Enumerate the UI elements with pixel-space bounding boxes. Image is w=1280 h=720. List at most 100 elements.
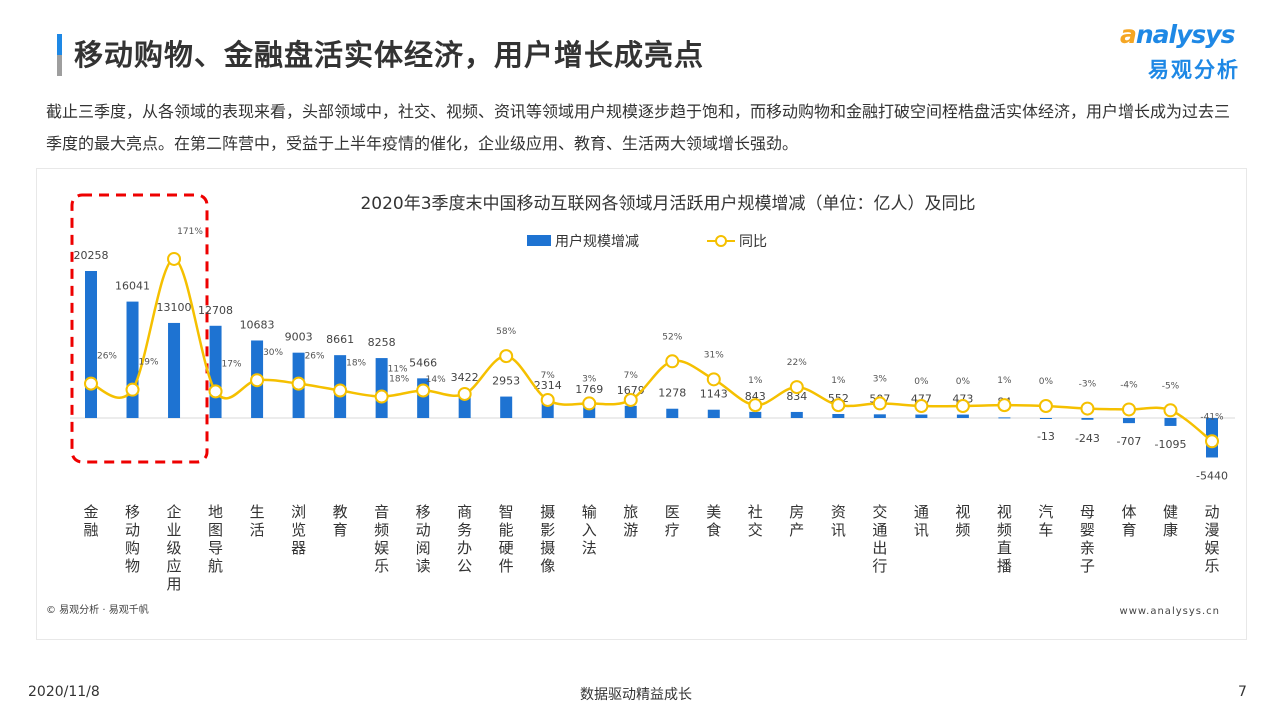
- chart-title: 2020年3季度末中国移动互联网各领域月活跃用户规模增减（单位：亿人）及同比: [360, 194, 975, 214]
- category-label-8-1: 动: [416, 521, 431, 539]
- category-label-19-3: 行: [872, 557, 887, 575]
- category-label-3-0: 地: [208, 503, 223, 521]
- category-label-21-0: 视: [955, 503, 970, 521]
- category-label-1-0: 移: [125, 503, 140, 521]
- yoy-label-3: 17%: [222, 359, 242, 369]
- category-label-2-0: 企: [167, 503, 182, 521]
- footer-date: 2020/11/8: [28, 684, 100, 700]
- yoy-point-15: [706, 372, 721, 387]
- category-label-18-0: 资: [831, 503, 846, 521]
- yoy-label-13: 7%: [624, 371, 639, 381]
- bar-25: [1122, 418, 1135, 424]
- bar-label-11: 2314: [534, 379, 562, 392]
- yoy-point-14: [665, 354, 680, 369]
- category-label-14-1: 疗: [665, 521, 680, 539]
- category-label-3-2: 导: [208, 539, 223, 557]
- bar-label-23: -13: [1037, 430, 1055, 443]
- category-label-9-1: 务: [457, 521, 472, 539]
- legend-line-label: 同比: [739, 234, 767, 250]
- category-label-9-3: 公: [457, 557, 472, 575]
- category-label-19-0: 交: [872, 503, 887, 521]
- bar-17: [790, 411, 803, 418]
- category-label-27-3: 乐: [1204, 557, 1219, 575]
- category-label-7-2: 娱: [374, 539, 389, 557]
- yoy-label-23: 0%: [1039, 377, 1054, 387]
- category-label-16-0: 社: [748, 503, 763, 521]
- yoy-point-7: [374, 389, 389, 404]
- analysys-logo: analysys 易观分析: [1120, 20, 1250, 82]
- yoy-label-27: -41%: [1200, 412, 1224, 422]
- yoy-label-19: 3%: [873, 374, 888, 384]
- yoy-label-24: -3%: [1079, 380, 1097, 390]
- bar-label-27: -5440: [1196, 469, 1228, 482]
- category-label-1-1: 动: [125, 521, 140, 539]
- bar-label-6: 8661: [326, 333, 354, 346]
- logo-text-cn: 易观分析: [1148, 58, 1240, 82]
- yoy-label-14: 52%: [662, 332, 682, 342]
- category-label-22-1: 频: [997, 521, 1012, 539]
- legend-bar-label: 用户规模增减: [555, 233, 639, 250]
- bar-label-8: 5466: [409, 356, 437, 369]
- category-label-24-2: 亲: [1080, 539, 1095, 557]
- category-label-4-1: 活: [250, 521, 265, 539]
- page-title: 移动购物、金融盘活实体经济，用户增长成亮点: [74, 38, 705, 72]
- yoy-point-5: [291, 376, 306, 391]
- bar-19: [873, 414, 886, 418]
- yoy-point-16: [748, 398, 763, 413]
- category-label-5-2: 器: [291, 539, 306, 557]
- bar-2: [168, 322, 181, 418]
- yoy-point-9: [457, 386, 472, 401]
- category-label-24-3: 子: [1080, 557, 1095, 575]
- logo-text-en: analysys: [1120, 20, 1235, 49]
- bar-3: [209, 325, 222, 418]
- page-number: 7: [1238, 684, 1247, 700]
- category-label-3-1: 图: [208, 521, 223, 539]
- bar-label-14: 1278: [658, 387, 686, 400]
- yoy-point-11: [540, 392, 555, 407]
- yoy-label-20: 0%: [914, 377, 929, 387]
- category-label-10-0: 智: [499, 503, 514, 521]
- category-label-21-1: 频: [955, 521, 970, 539]
- yoy-point-0: [84, 376, 98, 391]
- bar-20: [915, 414, 928, 418]
- category-label-9-2: 办: [457, 539, 472, 557]
- yoy-point-6: [333, 383, 348, 398]
- category-label-10-3: 件: [499, 557, 514, 575]
- category-label-10-1: 能: [499, 521, 514, 539]
- bar-label-10: 2953: [492, 375, 520, 388]
- footer-slogan: 数据驱动精益成长: [580, 687, 692, 703]
- bar-label-25: -707: [1116, 435, 1141, 448]
- bar-label-7: 8258: [368, 336, 396, 349]
- yoy-label-4: 30%: [263, 348, 283, 358]
- yoy-point-12: [582, 396, 597, 411]
- category-label-5-1: 览: [291, 521, 306, 539]
- category-label-22-3: 播: [997, 557, 1012, 575]
- yoy-label-6: 18%: [346, 359, 366, 369]
- category-label-16-1: 交: [748, 521, 763, 539]
- yoy-point-3: [208, 384, 223, 399]
- category-label-11-3: 像: [540, 557, 555, 575]
- bar-16: [749, 411, 762, 418]
- yoy-label-1: 19%: [139, 358, 159, 368]
- chart-source: © 易观分析 · 易观千帆: [46, 603, 149, 616]
- bar-label-26: -1095: [1154, 438, 1186, 451]
- category-label-2-3: 应: [167, 557, 182, 575]
- yoy-label-7: 11%: [388, 365, 408, 375]
- yoy-point-13: [623, 392, 638, 407]
- category-label-18-1: 讯: [831, 521, 846, 539]
- yoy-point-22: [997, 398, 1012, 413]
- category-label-17-1: 产: [789, 521, 804, 539]
- category-label-0-0: 金: [83, 503, 98, 521]
- yoy-point-23: [1038, 399, 1053, 413]
- category-label-27-0: 动: [1204, 503, 1219, 521]
- yoy-label-5: 26%: [305, 352, 325, 362]
- yoy-point-25: [1121, 402, 1136, 417]
- bar-label-24: -243: [1075, 432, 1100, 445]
- category-label-1-3: 物: [125, 557, 140, 575]
- bar-14: [666, 408, 679, 418]
- bar-7: [375, 358, 388, 418]
- yoy-label-0: 26%: [97, 352, 117, 362]
- yoy-point-1: [125, 382, 140, 397]
- legend-line-marker: [715, 235, 727, 247]
